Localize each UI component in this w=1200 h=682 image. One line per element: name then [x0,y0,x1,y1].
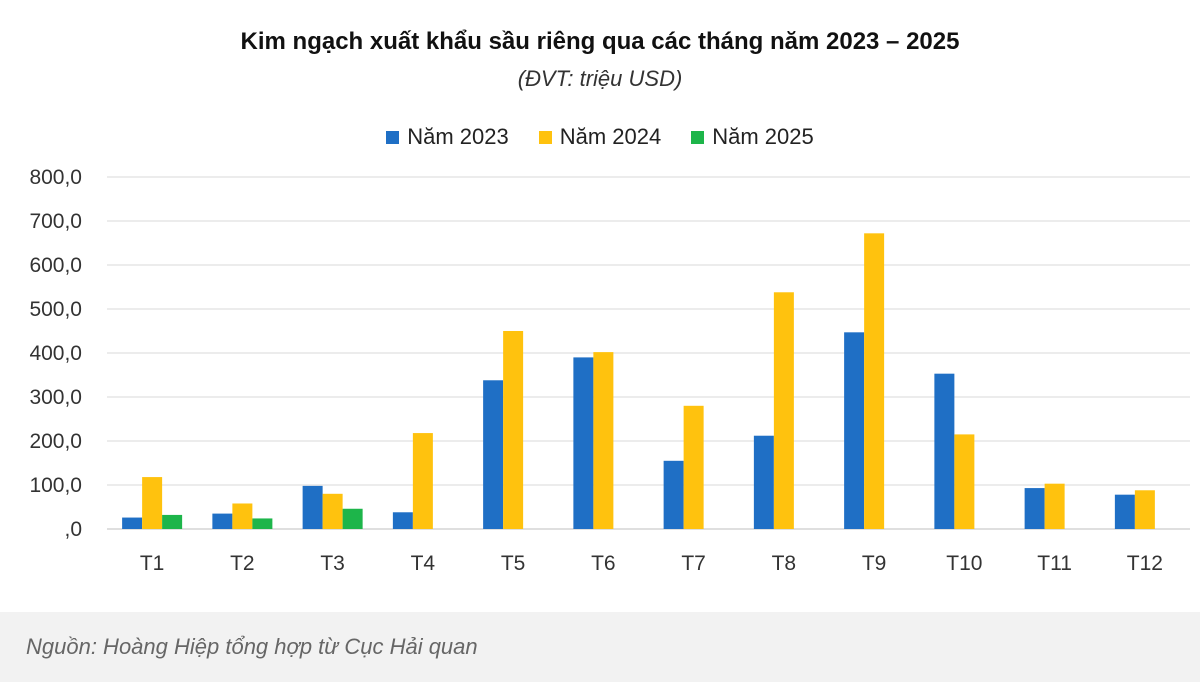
bar-năm-2024-t7 [683,405,704,529]
bar-năm-2025-t2 [252,518,273,529]
bar-năm-2024-t6 [593,352,614,529]
gridlines [107,176,1190,530]
x-axis-ticks: T1 T2 T3 T4 T5 T6 T7 T8 T9 T10 T11 T12 [140,552,1163,575]
bar-năm-2023-t9 [844,332,865,529]
y-tick-label: 100,0 [29,474,82,497]
x-tick-label: T10 [946,552,982,575]
bar-năm-2025-t1 [162,514,183,529]
bar-năm-2024-t1 [142,477,163,529]
bar-năm-2023-t3 [302,485,323,529]
bar-năm-2024-t11 [1044,483,1065,529]
legend-swatch-2024 [538,130,552,144]
bar-năm-2024-t3 [322,493,343,529]
legend-item-2024: Năm 2024 [538,124,662,150]
bar-năm-2025-t3 [342,508,363,529]
bar-năm-2023-t6 [573,357,594,529]
x-tick-label: T3 [320,552,345,575]
chart-title: Kim ngạch xuất khẩu sầu riêng qua các th… [240,28,960,55]
legend-label-2025: Năm 2025 [712,124,814,149]
bars [122,233,1155,529]
legend-item-2023: Năm 2023 [386,124,509,150]
bar-năm-2023-t5 [483,380,504,529]
y-tick-label: 300,0 [29,386,82,409]
legend-item-2025: Năm 2025 [691,124,814,150]
y-tick-label: 400,0 [29,342,82,365]
x-tick-label: T5 [501,552,526,575]
legend-swatch-2023 [386,130,400,144]
x-tick-label: T8 [772,552,797,575]
bar-năm-2024-t5 [503,331,524,529]
x-tick-label: T1 [140,552,165,575]
bar-năm-2023-t12 [1114,494,1135,529]
y-tick-label: 700,0 [29,210,82,233]
bar-năm-2023-t2 [212,513,233,529]
bar-năm-2023-t11 [1024,488,1045,529]
bar-năm-2023-t1 [122,517,143,529]
bar-năm-2024-t9 [864,233,885,529]
y-tick-label: 800,0 [29,166,82,189]
y-tick-label: 200,0 [29,430,82,453]
source-note: Nguồn: Hoàng Hiệp tổng hợp từ Cục Hải qu… [26,634,478,659]
bar-năm-2023-t7 [663,460,684,529]
y-tick-label: 500,0 [29,298,82,321]
y-axis-ticks: ,0 100,0 200,0 300,0 400,0 500,0 600,0 700,0 800… [29,166,82,541]
x-tick-label: T4 [411,552,436,575]
bar-năm-2023-t4 [392,512,413,529]
bar-chart: ,0 100,0 200,0 300,0 400,0 500,0 600,0 700,0 800… [29,166,1190,575]
bar-năm-2023-t8 [753,435,774,529]
legend-swatch-2025 [691,130,705,144]
source-bar: Nguồn: Hoàng Hiệp tổng hợp từ Cục Hải qu… [0,612,1200,682]
x-tick-label: T11 [1037,552,1072,575]
x-tick-label: T2 [230,552,255,575]
bar-năm-2024-t10 [954,434,975,529]
y-tick-label: 600,0 [29,254,82,277]
legend-label-2023: Năm 2023 [407,124,509,149]
bar-năm-2024-t8 [773,292,794,529]
chart-legend: Năm 2023 Năm 2024 Năm 2025 [0,124,1200,150]
bar-năm-2024-t2 [232,503,253,529]
y-tick-label: ,0 [64,518,82,541]
x-tick-label: T9 [862,552,887,575]
bar-năm-2023-t10 [934,373,955,529]
x-tick-label: T12 [1127,552,1163,575]
x-tick-label: T7 [681,552,706,575]
chart-subtitle: (ĐVT: triệu USD) [517,66,683,91]
legend-label-2024: Năm 2024 [559,124,662,149]
bar-năm-2024-t12 [1134,490,1155,529]
x-tick-label: T6 [591,552,616,575]
bar-năm-2024-t4 [412,433,433,529]
